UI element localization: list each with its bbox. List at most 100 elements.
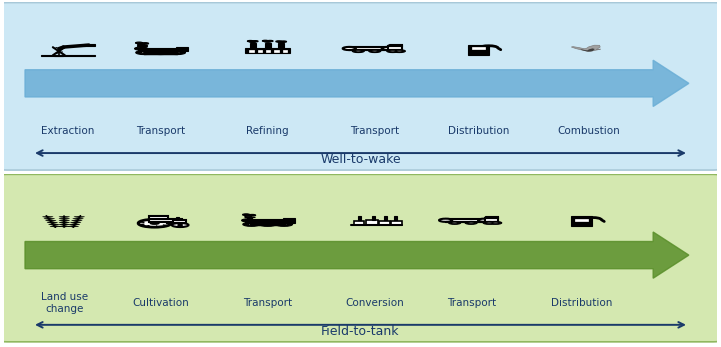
Circle shape bbox=[280, 41, 286, 42]
Circle shape bbox=[448, 221, 461, 224]
Bar bbox=[249, 43, 256, 48]
Text: Field-to-tank: Field-to-tank bbox=[322, 325, 399, 338]
Circle shape bbox=[249, 41, 256, 43]
Text: Refining: Refining bbox=[247, 126, 289, 136]
Circle shape bbox=[141, 52, 148, 53]
Bar bbox=[245, 48, 290, 53]
Polygon shape bbox=[64, 222, 70, 223]
Text: Combustion: Combustion bbox=[557, 126, 620, 136]
Polygon shape bbox=[69, 224, 74, 225]
Polygon shape bbox=[44, 218, 49, 220]
Polygon shape bbox=[74, 224, 80, 225]
Circle shape bbox=[174, 52, 181, 53]
Polygon shape bbox=[389, 45, 402, 46]
Bar bbox=[283, 218, 295, 223]
Bar bbox=[354, 221, 364, 225]
Bar bbox=[384, 216, 386, 220]
Circle shape bbox=[244, 215, 252, 217]
Circle shape bbox=[490, 221, 502, 224]
Bar bbox=[468, 45, 489, 55]
Bar bbox=[485, 218, 498, 222]
Polygon shape bbox=[59, 222, 64, 223]
Circle shape bbox=[372, 51, 377, 52]
Polygon shape bbox=[56, 226, 61, 227]
Polygon shape bbox=[54, 224, 59, 225]
Circle shape bbox=[353, 50, 364, 52]
Bar bbox=[249, 50, 254, 52]
Circle shape bbox=[342, 47, 356, 50]
Text: Transport: Transport bbox=[243, 298, 292, 308]
Bar bbox=[247, 217, 252, 220]
Circle shape bbox=[356, 51, 360, 52]
Bar bbox=[257, 50, 262, 52]
Bar bbox=[41, 55, 95, 56]
Circle shape bbox=[390, 51, 395, 52]
Circle shape bbox=[157, 52, 164, 53]
Circle shape bbox=[465, 221, 477, 224]
Bar bbox=[265, 43, 270, 48]
Bar bbox=[149, 216, 168, 219]
Polygon shape bbox=[64, 226, 70, 227]
Polygon shape bbox=[49, 218, 55, 220]
Text: Transport: Transport bbox=[350, 126, 399, 136]
Bar bbox=[266, 50, 270, 52]
Circle shape bbox=[135, 47, 148, 50]
Text: Cultivation: Cultivation bbox=[132, 298, 189, 308]
Text: Distribution: Distribution bbox=[448, 126, 509, 136]
Circle shape bbox=[493, 222, 498, 223]
Polygon shape bbox=[47, 222, 53, 223]
Text: Transport: Transport bbox=[446, 298, 496, 308]
Circle shape bbox=[169, 51, 185, 54]
Polygon shape bbox=[64, 218, 70, 220]
Circle shape bbox=[276, 41, 282, 42]
Circle shape bbox=[150, 222, 159, 224]
Circle shape bbox=[243, 222, 260, 226]
FancyArrow shape bbox=[25, 232, 689, 278]
Polygon shape bbox=[78, 218, 84, 220]
Circle shape bbox=[141, 43, 149, 44]
Circle shape bbox=[242, 214, 249, 215]
Circle shape bbox=[469, 222, 474, 223]
Bar bbox=[149, 219, 182, 222]
Polygon shape bbox=[64, 220, 70, 221]
Bar bbox=[278, 43, 284, 48]
Polygon shape bbox=[70, 222, 76, 223]
Bar bbox=[446, 219, 485, 222]
Bar bbox=[245, 219, 292, 223]
Polygon shape bbox=[64, 216, 70, 218]
Circle shape bbox=[397, 51, 402, 52]
Text: Conversion: Conversion bbox=[345, 298, 404, 308]
Polygon shape bbox=[45, 220, 50, 221]
Polygon shape bbox=[48, 224, 54, 225]
Circle shape bbox=[247, 40, 253, 42]
Bar bbox=[389, 46, 402, 50]
Polygon shape bbox=[64, 224, 70, 225]
Polygon shape bbox=[48, 216, 53, 218]
Circle shape bbox=[138, 219, 171, 227]
Polygon shape bbox=[77, 220, 82, 221]
Circle shape bbox=[136, 51, 153, 54]
Circle shape bbox=[136, 42, 143, 44]
Circle shape bbox=[260, 222, 276, 226]
Bar bbox=[176, 46, 187, 51]
FancyArrow shape bbox=[25, 60, 689, 107]
Polygon shape bbox=[73, 218, 78, 220]
Polygon shape bbox=[50, 220, 56, 221]
Circle shape bbox=[368, 50, 381, 52]
Bar bbox=[379, 221, 390, 225]
Polygon shape bbox=[59, 224, 64, 225]
Circle shape bbox=[483, 221, 495, 224]
Bar bbox=[392, 221, 402, 225]
Circle shape bbox=[138, 43, 145, 45]
Circle shape bbox=[276, 222, 293, 226]
Circle shape bbox=[61, 46, 66, 48]
Bar bbox=[84, 44, 95, 46]
Bar bbox=[172, 220, 186, 223]
Text: Distribution: Distribution bbox=[551, 298, 612, 308]
Circle shape bbox=[264, 223, 271, 225]
Circle shape bbox=[247, 223, 255, 225]
Polygon shape bbox=[59, 216, 64, 218]
Circle shape bbox=[452, 222, 457, 223]
Bar bbox=[349, 47, 389, 50]
Polygon shape bbox=[71, 220, 77, 221]
